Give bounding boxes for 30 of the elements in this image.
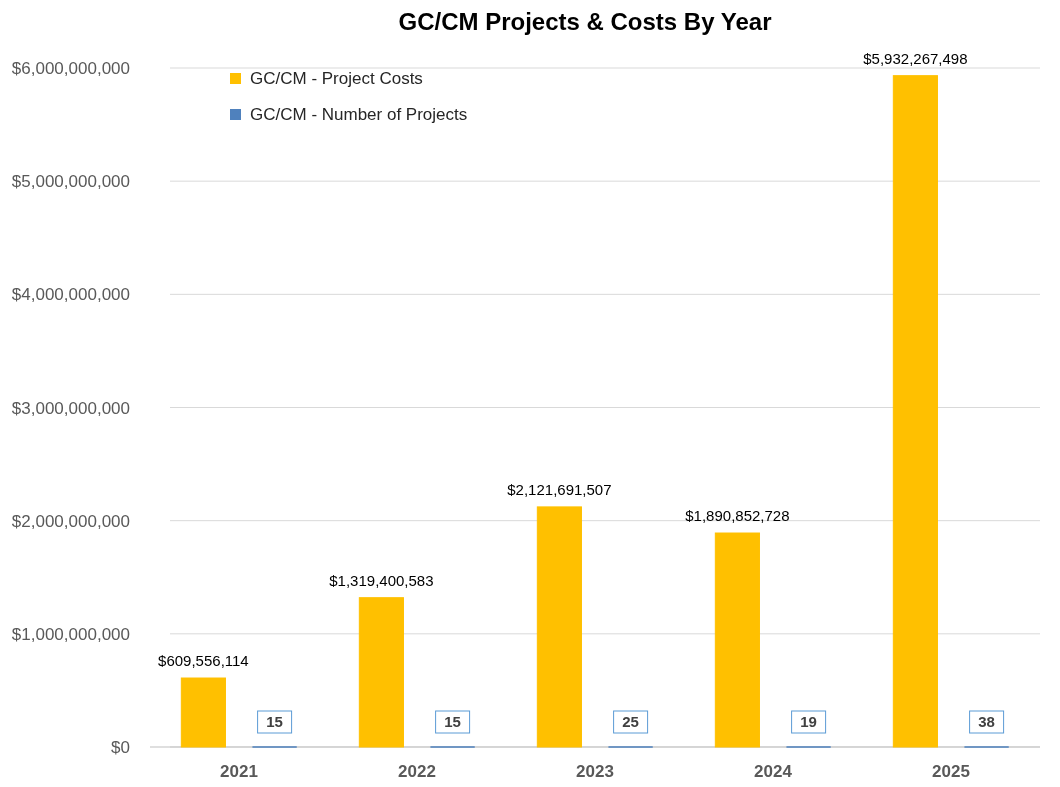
x-tick-label: 2024 [754, 762, 793, 781]
data-label: $1,319,400,583 [329, 571, 434, 589]
bar [180, 677, 226, 748]
data-label: 38 [978, 713, 995, 730]
y-tick-label: $5,000,000,000 [11, 172, 130, 192]
chart-title: GC/CM Projects & Costs By Year [398, 8, 772, 35]
y-tick-label: $3,000,000,000 [11, 398, 130, 418]
y-tick-label: $6,000,000,000 [11, 59, 130, 78]
bar [536, 506, 582, 748]
data-label: $609,556,114 [158, 652, 249, 670]
x-tick-label: 2023 [576, 762, 614, 781]
bar [892, 75, 938, 748]
data-label: $5,932,267,498 [863, 49, 968, 67]
data-label: 15 [444, 713, 461, 730]
data-label: $2,121,691,507 [507, 480, 612, 498]
legend-label: GC/CM - Project Costs [250, 69, 423, 88]
bar [358, 597, 404, 748]
data-label: 25 [622, 713, 639, 730]
y-tick-label: $1,000,000,000 [11, 624, 130, 644]
y-tick-label: $2,000,000,000 [11, 511, 130, 531]
y-tick-label: $4,000,000,000 [11, 285, 130, 305]
data-label: 19 [800, 713, 817, 730]
x-tick-label: 2021 [220, 762, 258, 781]
data-label: $1,890,852,728 [685, 507, 790, 525]
legend-label: GC/CM - Number of Projects [250, 105, 468, 124]
bar [714, 532, 760, 748]
x-tick-label: 2022 [398, 762, 436, 781]
data-label: 15 [266, 713, 283, 730]
y-tick-label: $0 [111, 738, 130, 757]
x-tick-label: 2025 [932, 762, 970, 781]
